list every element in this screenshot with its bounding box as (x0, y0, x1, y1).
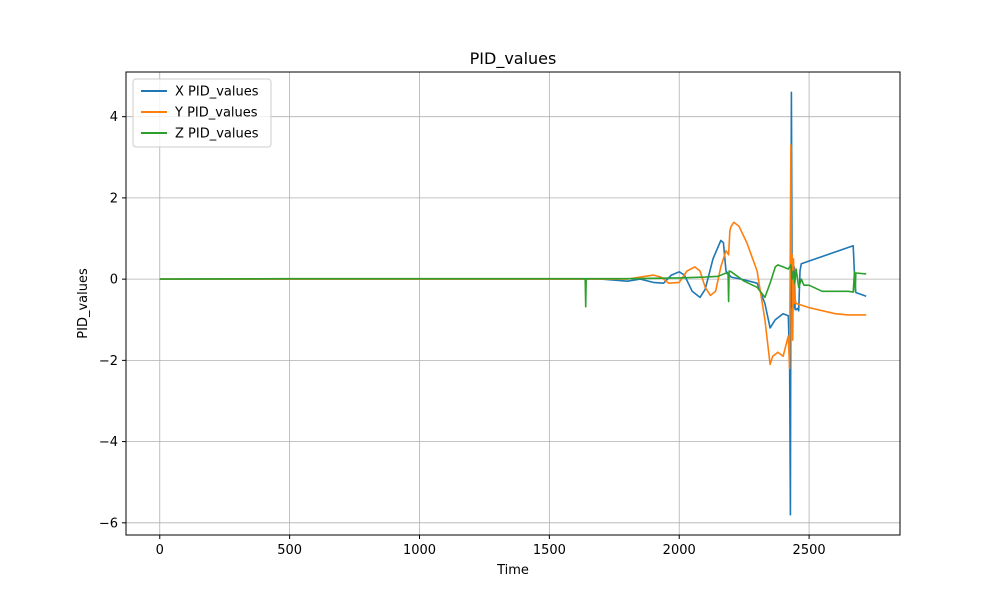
axis-ticks: 0 500 1000 1500 2000 2500 −6 −4 −2 0 2 4 (99, 110, 826, 558)
series-line-z (159, 264, 867, 308)
y-tick-label: 0 (110, 273, 118, 288)
series-layer (159, 91, 867, 516)
y-tick-label: 4 (110, 110, 118, 125)
y-axis-label: PID_values (76, 268, 91, 339)
legend-label: X PID_values (175, 85, 259, 100)
legend-label: Y PID_values (174, 106, 258, 121)
x-tick-label: 0 (156, 543, 164, 558)
legend-label: Z PID_values (175, 127, 259, 142)
y-tick-label: 2 (110, 191, 118, 206)
chart-title: PID_values (470, 49, 557, 69)
x-tick-label: 1500 (533, 543, 566, 558)
x-tick-label: 2500 (793, 543, 826, 558)
x-tick-label: 2000 (663, 543, 696, 558)
plot-frame (125, 71, 901, 536)
y-tick-label: −6 (99, 516, 118, 531)
x-axis-label: Time (496, 563, 529, 578)
y-tick-label: −2 (99, 354, 118, 369)
series-line-x (159, 91, 867, 516)
x-tick-label: 500 (277, 543, 302, 558)
legend-box (132, 78, 272, 148)
legend: X PID_values Y PID_values Z PID_values (132, 78, 272, 148)
y-tick-label: −4 (99, 435, 118, 450)
x-tick-label: 1000 (403, 543, 436, 558)
